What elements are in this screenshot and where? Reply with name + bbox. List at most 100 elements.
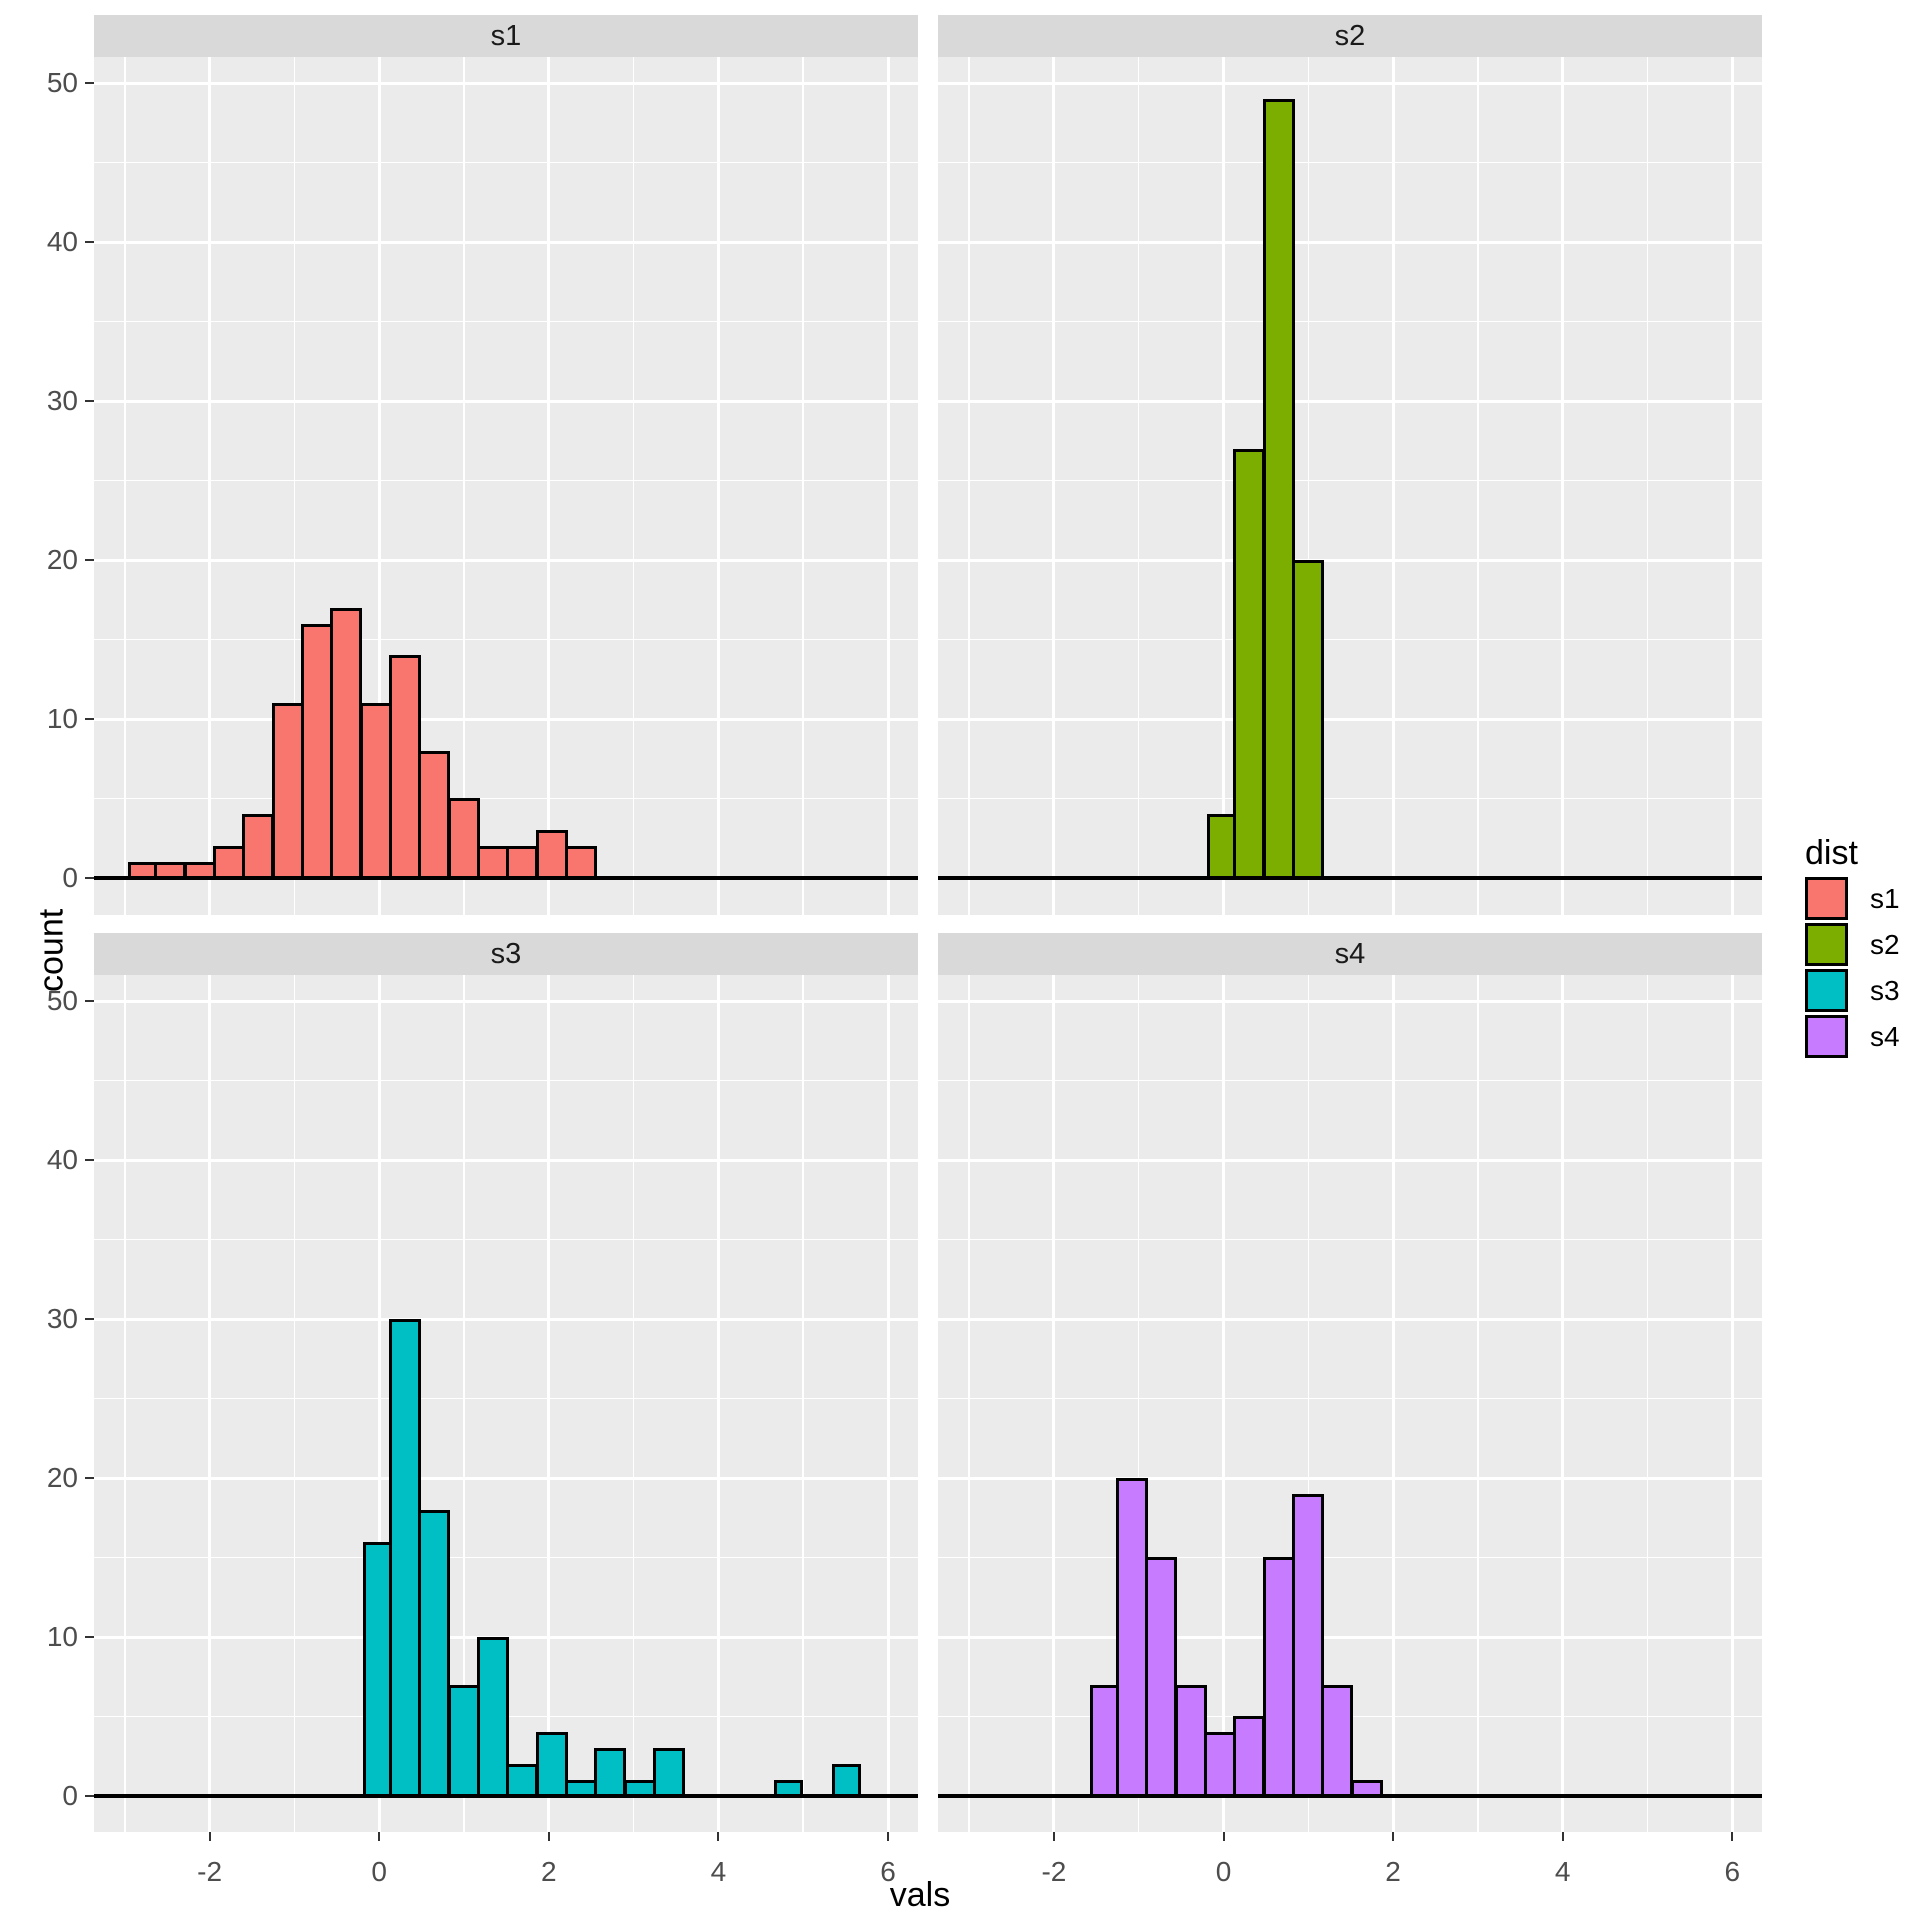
x-minor-gridline (1137, 57, 1140, 915)
x-tick (1731, 1832, 1734, 1841)
histogram-bar (418, 1510, 450, 1798)
y-tick-label: 30 (46, 1303, 78, 1334)
histogram-bar (360, 703, 392, 880)
facet-panel-s1 (94, 57, 918, 915)
y-major-gridline (938, 558, 1762, 562)
histogram-bar (653, 1748, 685, 1798)
facet-strip-label-s4: s4 (1334, 937, 1366, 970)
x-minor-gridline (463, 57, 465, 915)
histogram-bar (1321, 1685, 1353, 1798)
y-minor-gridline (94, 320, 918, 323)
y-major-gridline (938, 1158, 1762, 1162)
histogram-bar (1292, 1494, 1324, 1798)
x-major-gridline (1222, 975, 1225, 1832)
y-minor-gridline (938, 161, 1762, 164)
y-tick (85, 1477, 94, 1479)
y-major-gridline (938, 399, 1762, 403)
x-major-gridline (547, 57, 551, 915)
y-minor-gridline (94, 638, 918, 641)
histogram-bar (1204, 1732, 1236, 1798)
y-minor-gridline (94, 1238, 918, 1241)
x-minor-gridline (968, 57, 970, 915)
histogram-bar (1090, 1685, 1119, 1798)
x-minor-gridline (463, 975, 465, 1832)
histogram-bar (1233, 449, 1265, 880)
histogram-bar (389, 655, 421, 880)
x-major-gridline (547, 975, 551, 1832)
y-tick-label: 0 (62, 1780, 78, 1811)
x-tick (1052, 1832, 1055, 1841)
histogram-bar (448, 1685, 480, 1798)
legend-label-s3: s3 (1870, 975, 1900, 1006)
x-major-gridline (1222, 57, 1225, 915)
x-major-gridline (377, 975, 381, 1832)
x-major-gridline (377, 57, 381, 915)
y-tick-label: 30 (46, 385, 78, 416)
histogram-bar (477, 846, 509, 880)
y-major-gridline (938, 1476, 1762, 1480)
y-minor-gridline (94, 797, 918, 800)
histogram-bar (536, 1732, 568, 1798)
x-tick (208, 1832, 211, 1841)
y-tick (85, 718, 94, 720)
x-minor-gridline (632, 975, 635, 1832)
facet-strip-s3: s3 (94, 933, 918, 975)
x-minor-gridline (1137, 975, 1140, 1832)
y-tick-label: 20 (46, 544, 78, 575)
x-tick-label: 6 (880, 1856, 896, 1887)
x-minor-gridline (1477, 975, 1479, 1832)
y-major-gridline (94, 81, 918, 85)
histogram-bar (213, 846, 245, 880)
y-major-gridline (938, 999, 1762, 1003)
histogram-bar (506, 846, 538, 880)
y-major-gridline (938, 81, 1762, 85)
y-tick (85, 82, 94, 84)
legend-swatch-s2 (1805, 923, 1848, 966)
x-tick-label: 0 (371, 1856, 387, 1887)
y-tick-label: 50 (46, 985, 78, 1016)
x-tick-label: 6 (1724, 1856, 1741, 1887)
y-tick-label: 10 (46, 703, 78, 734)
x-tick (1222, 1832, 1225, 1841)
y-tick-label: 0 (62, 862, 78, 893)
x-tick-label: 2 (1385, 1856, 1401, 1887)
y-major-gridline (938, 1317, 1762, 1321)
x-tick (547, 1832, 550, 1841)
y-minor-gridline (94, 161, 918, 164)
y-major-gridline (94, 999, 918, 1003)
y-tick-label: 40 (46, 226, 78, 257)
y-tick (85, 1318, 94, 1320)
y-tick (85, 241, 94, 243)
y-tick (85, 1795, 94, 1797)
x-minor-gridline (802, 975, 804, 1832)
y-tick (85, 559, 94, 561)
y-tick (85, 1636, 94, 1638)
zero-baseline (94, 876, 918, 880)
x-major-gridline (1561, 57, 1565, 915)
x-major-gridline (716, 57, 720, 915)
histogram-bar (832, 1764, 861, 1798)
x-tick (378, 1832, 381, 1841)
zero-baseline (938, 1794, 1762, 1798)
y-minor-gridline (94, 1556, 918, 1559)
y-major-gridline (938, 717, 1762, 721)
x-tick (887, 1832, 889, 1841)
histogram-bar (389, 1319, 421, 1798)
zero-baseline (938, 876, 1762, 880)
x-minor-gridline (802, 57, 804, 915)
histogram-bar (1233, 1716, 1265, 1798)
zero-baseline (94, 1794, 918, 1798)
facet-strip-label-s2: s2 (1334, 19, 1366, 52)
facet-strip-s2: s2 (938, 15, 1762, 57)
histogram-bar (1175, 1685, 1207, 1798)
histogram-bar (594, 1748, 626, 1798)
histogram-bar (1207, 814, 1236, 880)
facet-strip-label-s3: s3 (490, 937, 522, 970)
histogram-bar (1263, 1557, 1295, 1798)
legend-label-s2: s2 (1870, 929, 1900, 960)
y-tick (85, 877, 94, 879)
y-tick-label: 10 (46, 1621, 78, 1652)
x-tick-label: -2 (1041, 1856, 1067, 1887)
histogram-bar (363, 1542, 392, 1798)
